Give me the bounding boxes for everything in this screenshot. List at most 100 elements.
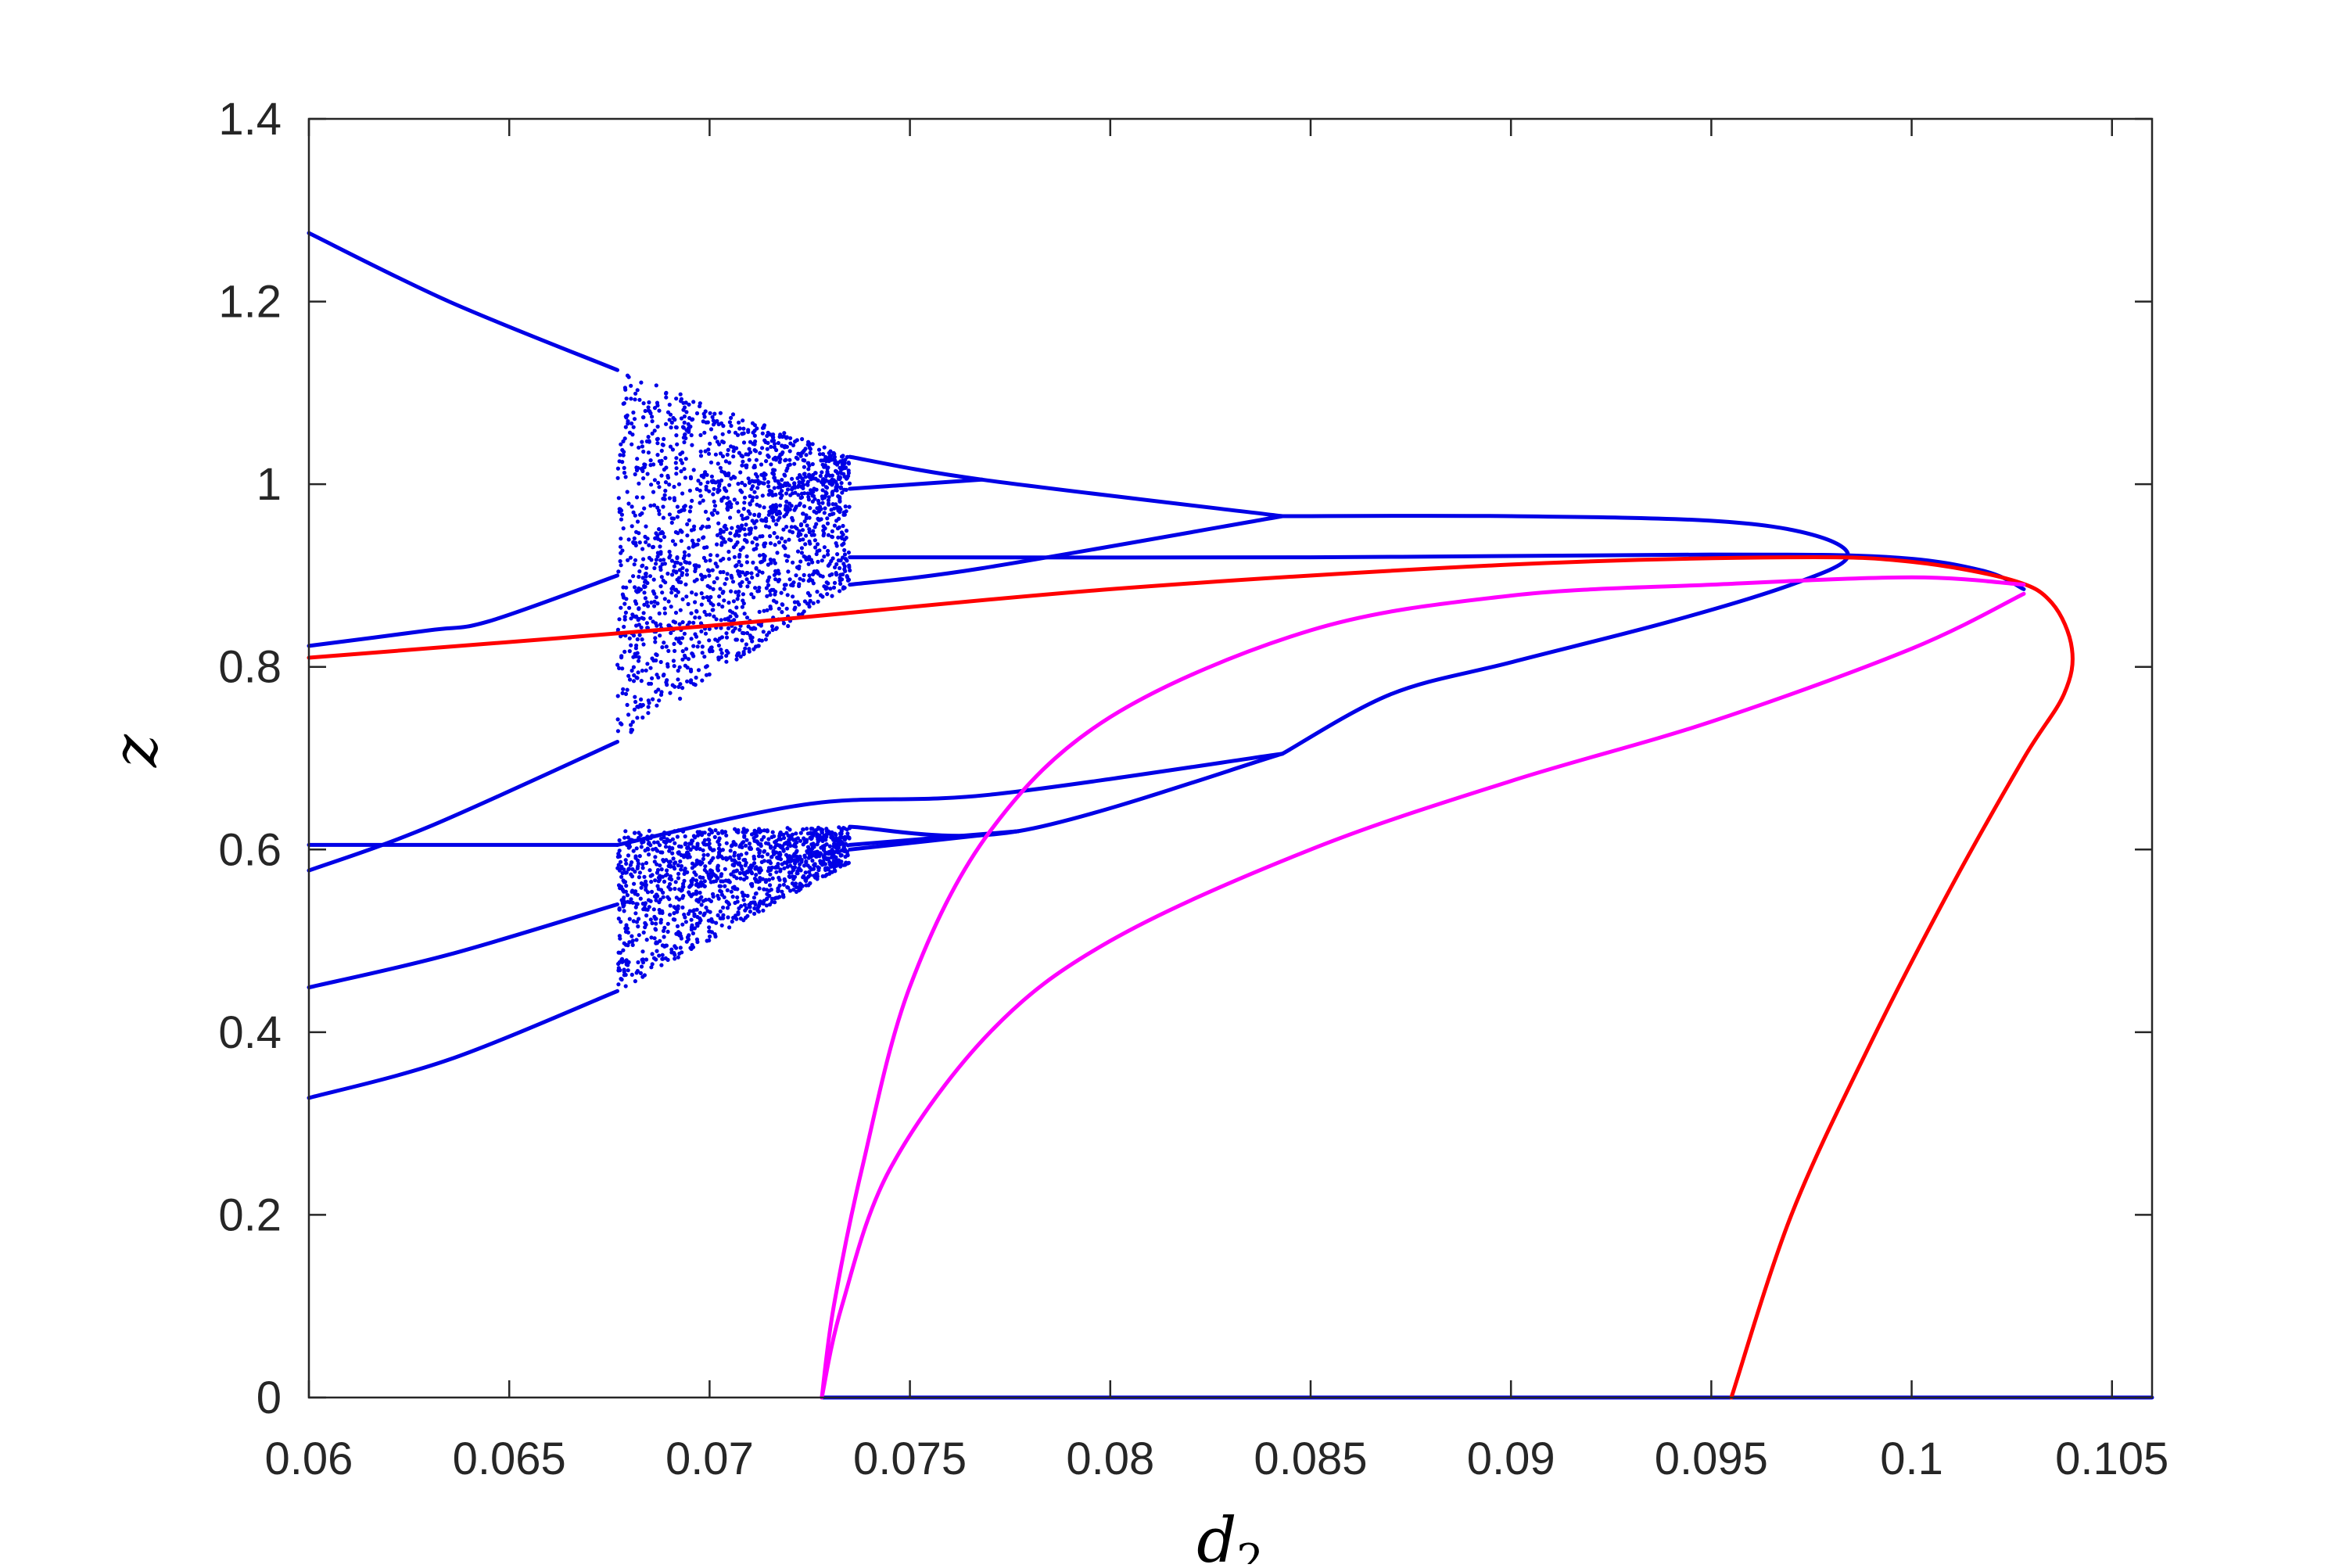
scatter-point bbox=[692, 912, 697, 917]
scatter-point bbox=[692, 908, 697, 913]
scatter-point bbox=[646, 705, 651, 709]
scatter-point bbox=[808, 577, 812, 582]
scatter-point bbox=[704, 906, 708, 910]
scatter-point bbox=[777, 540, 782, 545]
scatter-point bbox=[723, 459, 729, 464]
scatter-point bbox=[647, 543, 651, 547]
scatter-point bbox=[708, 585, 712, 590]
scatter-point bbox=[707, 451, 712, 456]
scatter-point bbox=[655, 400, 660, 405]
scatter-point bbox=[830, 490, 835, 494]
scatter-point bbox=[660, 850, 665, 855]
scatter-point bbox=[793, 490, 798, 495]
scatter-point bbox=[663, 580, 668, 585]
scatter-point bbox=[741, 601, 746, 606]
scatter-point bbox=[834, 502, 838, 507]
scatter-point bbox=[667, 512, 673, 517]
scatter-point bbox=[622, 617, 627, 622]
scatter-point bbox=[812, 845, 816, 849]
scatter-point bbox=[795, 565, 800, 570]
scatter-point bbox=[784, 831, 789, 835]
scatter-point bbox=[651, 490, 656, 494]
scatter-point bbox=[708, 860, 712, 865]
scatter-point bbox=[846, 550, 851, 555]
scatter-point bbox=[737, 870, 743, 876]
scatter-point bbox=[653, 917, 658, 921]
scatter-point bbox=[654, 621, 658, 626]
scatter-point bbox=[708, 594, 713, 600]
scatter-point bbox=[844, 536, 848, 540]
scatter-point bbox=[782, 841, 787, 846]
scatter-point bbox=[649, 935, 654, 940]
x-tick-label: 0.085 bbox=[1254, 1433, 1367, 1484]
scatter-point bbox=[826, 548, 830, 554]
scatter-point bbox=[652, 429, 657, 433]
scatter-point bbox=[630, 524, 634, 529]
scatter-point bbox=[694, 845, 699, 851]
scatter-point bbox=[698, 621, 704, 626]
scatter-point bbox=[702, 609, 707, 615]
scatter-point bbox=[656, 687, 661, 692]
scatter-point bbox=[700, 678, 705, 683]
scatter-point bbox=[674, 456, 679, 461]
scatter-point bbox=[779, 590, 784, 595]
scatter-point bbox=[661, 515, 666, 520]
scatter-point bbox=[675, 834, 680, 839]
scatter-point bbox=[731, 454, 736, 459]
scatter-point bbox=[623, 972, 628, 978]
scatter-point bbox=[752, 465, 757, 470]
scatter-point bbox=[755, 847, 760, 852]
scatter-point bbox=[690, 418, 694, 422]
scatter-point bbox=[726, 496, 730, 501]
scatter-point bbox=[761, 908, 766, 913]
scatter-point bbox=[748, 900, 754, 906]
scatter-point bbox=[707, 832, 712, 837]
scatter-point bbox=[765, 447, 769, 451]
scatter-point bbox=[751, 495, 755, 500]
scatter-point bbox=[726, 626, 731, 631]
scatter-point bbox=[683, 841, 688, 845]
scatter-point bbox=[648, 666, 653, 670]
scatter-point bbox=[631, 919, 636, 924]
scatter-point bbox=[630, 900, 635, 905]
scatter-point bbox=[705, 852, 710, 857]
scatter-point bbox=[674, 637, 679, 641]
scatter-point bbox=[755, 486, 760, 490]
scatter-point bbox=[638, 587, 644, 592]
scatter-point bbox=[799, 551, 804, 555]
scatter-point bbox=[632, 536, 637, 541]
scatter-point bbox=[809, 491, 813, 496]
scatter-point bbox=[718, 411, 723, 415]
scatter-point bbox=[724, 659, 729, 664]
scatter-point bbox=[748, 636, 753, 640]
scatter-point bbox=[834, 484, 839, 489]
scatter-point bbox=[774, 626, 779, 630]
scatter-point bbox=[676, 876, 681, 881]
scatter-point bbox=[726, 557, 731, 562]
scatter-point bbox=[842, 547, 847, 553]
scatter-point bbox=[674, 425, 679, 430]
scatter-point bbox=[836, 535, 841, 540]
scatter-point bbox=[785, 593, 790, 597]
scatter-point bbox=[831, 450, 836, 456]
scatter-point bbox=[719, 626, 723, 630]
scatter-point bbox=[703, 558, 708, 563]
scatter-point bbox=[788, 441, 793, 446]
scatter-point bbox=[755, 495, 759, 500]
scatter-point bbox=[671, 658, 676, 663]
scatter-point bbox=[784, 444, 790, 450]
scatter-point bbox=[640, 840, 644, 845]
scatter-point bbox=[735, 597, 740, 601]
scatter-point bbox=[623, 858, 628, 863]
scatter-point bbox=[689, 432, 694, 438]
scatter-point bbox=[752, 521, 757, 526]
scatter-point bbox=[622, 386, 628, 390]
scatter-point bbox=[799, 495, 805, 500]
scatter-point bbox=[730, 895, 735, 899]
scatter-point bbox=[777, 509, 782, 515]
scatter-point bbox=[712, 486, 716, 491]
scatter-point bbox=[744, 828, 749, 833]
scatter-point bbox=[795, 600, 800, 605]
scatter-point bbox=[818, 474, 823, 479]
y-tick-label: 0.2 bbox=[218, 1189, 282, 1240]
